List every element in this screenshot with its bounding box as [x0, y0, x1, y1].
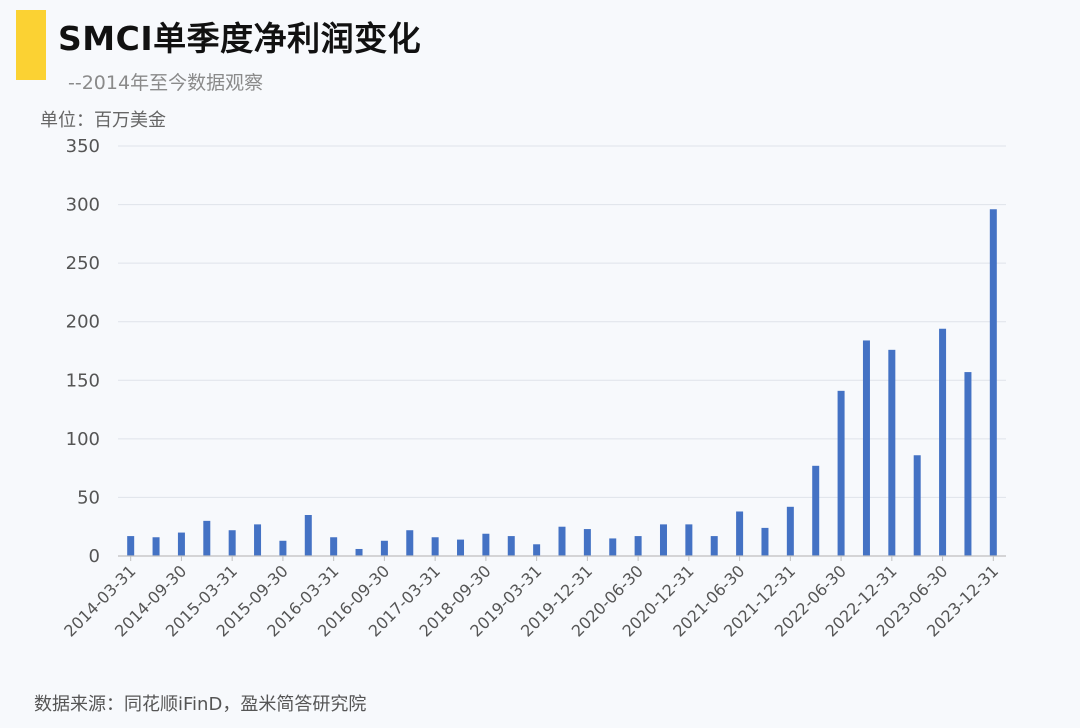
bar — [761, 527, 769, 556]
bar — [406, 530, 414, 556]
bar — [228, 530, 236, 556]
y-tick-label: 350 — [66, 136, 100, 157]
bar — [127, 536, 135, 556]
bar — [939, 328, 947, 556]
y-tick-label: 300 — [66, 195, 100, 216]
bar — [609, 538, 617, 556]
bar — [710, 536, 718, 556]
bar — [152, 537, 160, 556]
x-axis-ticks: 2014-03-312014-09-302015-03-312015-09-30… — [60, 556, 1002, 641]
bar — [254, 524, 262, 556]
title-accent-bar — [16, 10, 46, 80]
bar — [431, 537, 439, 556]
bar — [888, 349, 896, 556]
y-tick-label: 250 — [66, 253, 100, 274]
bar — [533, 544, 541, 556]
bar — [279, 540, 287, 556]
bar — [964, 372, 972, 556]
bar — [685, 524, 693, 556]
bar-chart: 0 50 100 150 200 250 300 350 2014-03-312014-09-… — [60, 136, 1006, 641]
bar — [812, 465, 820, 556]
y-tick-label: 200 — [66, 312, 100, 333]
y-tick-label: 50 — [77, 487, 100, 508]
bar — [659, 524, 667, 556]
bar — [507, 536, 515, 556]
bar — [837, 390, 845, 556]
bar — [558, 526, 566, 556]
bar — [736, 511, 744, 556]
bar — [380, 540, 388, 556]
bar — [786, 506, 794, 556]
bar — [330, 537, 338, 556]
bar — [862, 340, 870, 556]
bar — [583, 529, 591, 556]
unit-label: 单位：百万美金 — [40, 110, 166, 131]
grid-lines — [118, 145, 1006, 498]
data-source: 数据来源：同花顺iFinD，盈米简答研究院 — [34, 694, 367, 715]
bar — [177, 532, 185, 556]
chart-subtitle: --2014年至今数据观察 — [68, 72, 264, 94]
y-tick-label: 150 — [66, 370, 100, 391]
y-axis-ticks: 0 50 100 150 200 250 300 350 — [66, 136, 100, 567]
chart-title: SMCI单季度净利润变化 — [58, 19, 422, 58]
bar — [634, 536, 642, 556]
bar — [457, 539, 465, 556]
bar — [913, 455, 921, 556]
bar — [203, 520, 211, 556]
bar — [482, 533, 490, 556]
bar — [304, 515, 312, 556]
bar — [989, 209, 997, 556]
bars — [127, 209, 997, 556]
y-tick-label: 0 — [89, 546, 100, 567]
bar — [355, 548, 363, 556]
y-tick-label: 100 — [66, 429, 100, 450]
